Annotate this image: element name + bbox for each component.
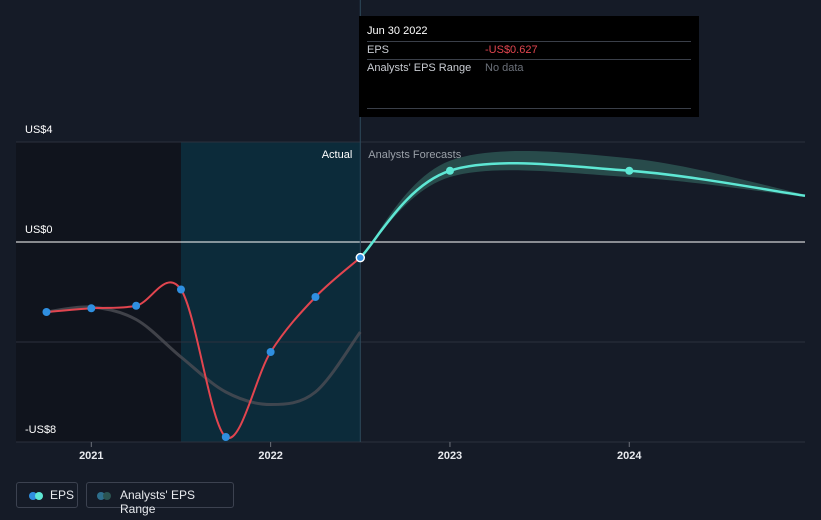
tooltip-eps-label: EPS [367,44,390,56]
eps-actual-point [266,348,275,356]
range-dots-icon [97,492,105,500]
tooltip: Jun 30 2022 EPS -US$0.627 Analysts' EPS … [359,16,699,117]
y-tick-label: US$0 [25,224,53,236]
tooltip-divider [367,108,691,109]
eps-forecast-point [625,166,634,175]
eps-highlight-point [355,252,366,263]
actual-section-label: Actual [322,149,353,161]
y-tick-label: -US$8 [25,424,56,436]
tooltip-range-label: Analysts' EPS Range [367,62,472,74]
eps-dots-icon [29,492,37,500]
tooltip-eps-value: -US$0.627 [485,44,538,56]
legend-range-button[interactable]: Analysts' EPS Range [86,482,234,516]
range-dots-icon [103,492,111,500]
tooltip-eps-row: EPS -US$0.627 [367,41,691,59]
eps-actual-point [221,433,230,441]
forecast-section-label: Analysts Forecasts [368,149,461,161]
x-axis-labels: 2021 2022 2023 2024 [79,442,642,462]
actual-period-shade [180,142,361,442]
x-tick-label: 2021 [79,450,103,462]
series-layer [42,151,806,441]
y-tick-label: US$4 [25,124,53,136]
tooltip-range-value: No data [485,62,524,74]
legend-eps-button[interactable]: EPS [16,482,78,508]
eps-actual-line [46,256,361,439]
eps-actual-point [176,285,185,294]
x-tick-label: 2022 [258,450,282,462]
eps-actual-point [132,301,141,310]
eps-actual-point [311,293,320,301]
tooltip-date: Jun 30 2022 [367,25,428,37]
x-tick-label: 2023 [438,450,462,462]
eps-dots-icon [35,492,43,500]
tooltip-range-row: Analysts' EPS Range No data [367,59,691,77]
y-axis-labels: US$4 US$0 -US$8 [25,124,56,436]
legend-eps-label: EPS [50,488,75,502]
tooltip-divider [367,59,691,60]
gridlines [16,141,805,443]
eps-actual-point [87,304,96,313]
eps-forecast-line [359,162,806,259]
legend-range-label: Analysts' EPS Range [120,488,195,516]
eps-forecast-point [445,166,454,175]
past-shade [16,142,181,442]
x-tick-label: 2024 [617,450,642,462]
eps-actual-point [42,308,51,316]
tooltip-divider [367,41,691,42]
